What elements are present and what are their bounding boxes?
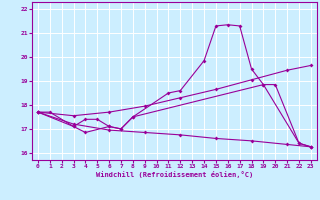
X-axis label: Windchill (Refroidissement éolien,°C): Windchill (Refroidissement éolien,°C) <box>96 171 253 178</box>
